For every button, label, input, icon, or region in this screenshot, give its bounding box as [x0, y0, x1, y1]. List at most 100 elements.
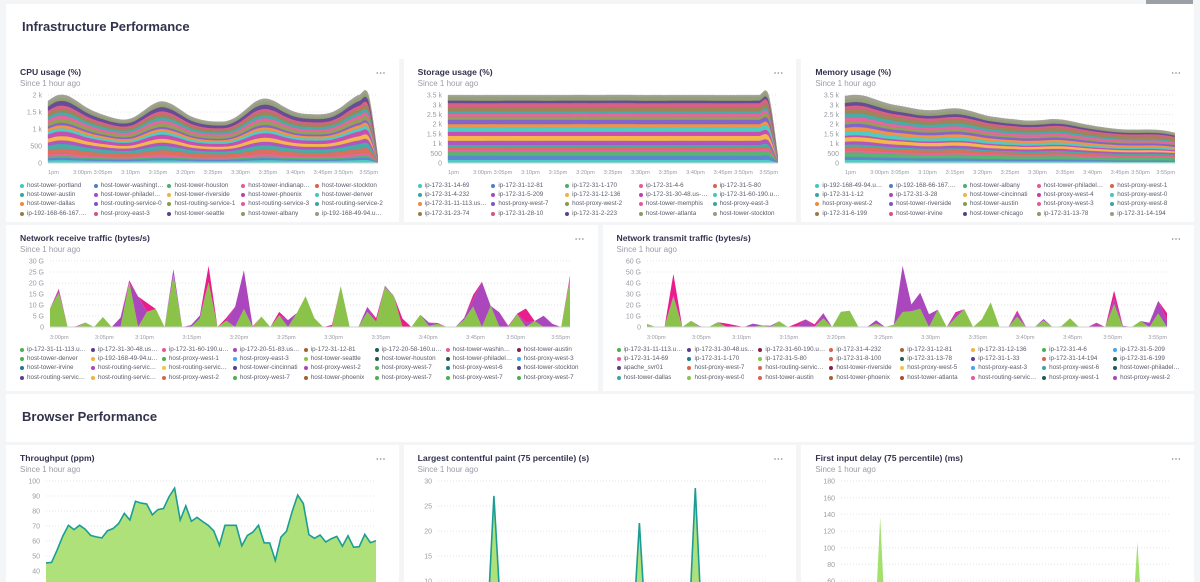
svg-text:180: 180	[824, 479, 836, 486]
svg-text:2.5 k: 2.5 k	[824, 112, 840, 119]
svg-text:3:05pm: 3:05pm	[94, 170, 113, 176]
svg-text:2 k: 2 k	[432, 122, 442, 129]
svg-text:3:50pm: 3:50pm	[334, 170, 353, 176]
svg-text:3:40pm: 3:40pm	[686, 170, 705, 176]
svg-text:80: 80	[32, 509, 40, 516]
svg-text:3:00pm: 3:00pm	[73, 170, 92, 176]
svg-text:3:55pm: 3:55pm	[551, 335, 570, 341]
svg-text:3:30pm: 3:30pm	[324, 335, 343, 341]
svg-text:80: 80	[828, 562, 836, 569]
svg-text:30 G: 30 G	[29, 259, 44, 266]
svg-text:60: 60	[828, 579, 836, 582]
svg-text:3:45pm: 3:45pm	[713, 170, 732, 176]
svg-text:90: 90	[32, 494, 40, 501]
svg-text:30 G: 30 G	[625, 292, 640, 299]
svg-text:100: 100	[824, 545, 836, 552]
svg-text:3:50pm: 3:50pm	[1103, 335, 1122, 341]
svg-text:3:25pm: 3:25pm	[874, 335, 893, 341]
svg-text:3:15pm: 3:15pm	[779, 335, 798, 341]
svg-text:1 k: 1 k	[432, 141, 442, 148]
svg-text:3:35pm: 3:35pm	[372, 335, 391, 341]
svg-text:3:45pm: 3:45pm	[466, 335, 485, 341]
svg-text:10: 10	[424, 579, 432, 582]
svg-text:3:10pm: 3:10pm	[919, 170, 938, 176]
svg-text:3:15pm: 3:15pm	[182, 335, 201, 341]
svg-text:3:25pm: 3:25pm	[603, 170, 622, 176]
svg-text:3:35pm: 3:35pm	[968, 335, 987, 341]
svg-text:3:50pm: 3:50pm	[734, 170, 753, 176]
svg-text:1.5 k: 1.5 k	[27, 110, 43, 117]
svg-text:3:15pm: 3:15pm	[149, 170, 168, 176]
svg-text:1.5 k: 1.5 k	[824, 132, 840, 139]
svg-text:3:05pm: 3:05pm	[95, 335, 114, 341]
svg-text:3:40pm: 3:40pm	[286, 170, 305, 176]
svg-text:160: 160	[824, 495, 836, 502]
svg-text:3:20pm: 3:20pm	[974, 170, 993, 176]
svg-text:3:25pm: 3:25pm	[1001, 170, 1020, 176]
svg-text:500: 500	[430, 151, 442, 158]
svg-text:3:00pm: 3:00pm	[50, 335, 69, 341]
svg-text:3:40pm: 3:40pm	[1015, 335, 1034, 341]
svg-text:3:25pm: 3:25pm	[204, 170, 223, 176]
svg-text:3:15pm: 3:15pm	[946, 170, 965, 176]
svg-text:20 G: 20 G	[625, 303, 640, 310]
svg-text:0: 0	[38, 161, 42, 168]
svg-text:3:00pm: 3:00pm	[647, 335, 666, 341]
svg-text:3:45pm: 3:45pm	[1063, 335, 1082, 341]
svg-text:0: 0	[40, 325, 44, 332]
svg-text:3:40pm: 3:40pm	[1084, 170, 1103, 176]
svg-text:2 k: 2 k	[33, 93, 43, 100]
svg-text:3:30pm: 3:30pm	[631, 170, 650, 176]
svg-text:3:55pm: 3:55pm	[1157, 170, 1176, 176]
svg-text:10 G: 10 G	[29, 303, 44, 310]
svg-text:3:10pm: 3:10pm	[121, 170, 140, 176]
svg-text:3:30pm: 3:30pm	[1029, 170, 1048, 176]
svg-text:15 G: 15 G	[29, 292, 44, 299]
svg-text:3:20pm: 3:20pm	[826, 335, 845, 341]
svg-text:3:00pm: 3:00pm	[871, 170, 890, 176]
svg-text:1 k: 1 k	[33, 127, 43, 134]
svg-text:20: 20	[424, 529, 432, 536]
svg-text:3:30pm: 3:30pm	[231, 170, 250, 176]
svg-text:500: 500	[30, 144, 42, 151]
svg-text:140: 140	[824, 512, 836, 519]
svg-text:0: 0	[835, 161, 839, 168]
svg-text:10 G: 10 G	[625, 314, 640, 321]
svg-text:3:00pm: 3:00pm	[473, 170, 492, 176]
svg-text:25: 25	[424, 504, 432, 511]
svg-text:60 G: 60 G	[625, 259, 640, 266]
svg-text:15: 15	[424, 554, 432, 561]
svg-text:500: 500	[828, 151, 840, 158]
svg-text:1 k: 1 k	[830, 141, 840, 148]
svg-text:30: 30	[424, 479, 432, 486]
svg-text:60: 60	[32, 539, 40, 546]
svg-text:70: 70	[32, 524, 40, 531]
svg-text:3.5 k: 3.5 k	[824, 93, 840, 100]
svg-text:3:45pm: 3:45pm	[1111, 170, 1130, 176]
svg-text:3 k: 3 k	[432, 102, 442, 109]
svg-text:3:45pm: 3:45pm	[314, 170, 333, 176]
svg-text:3:35pm: 3:35pm	[1056, 170, 1075, 176]
svg-text:1pm: 1pm	[845, 170, 856, 176]
svg-text:3:50pm: 3:50pm	[506, 335, 525, 341]
svg-text:3:10pm: 3:10pm	[521, 170, 540, 176]
svg-text:3:15pm: 3:15pm	[548, 170, 567, 176]
svg-text:3:35pm: 3:35pm	[658, 170, 677, 176]
svg-text:1pm: 1pm	[48, 170, 59, 176]
svg-text:1pm: 1pm	[448, 170, 459, 176]
svg-text:1.5 k: 1.5 k	[426, 132, 442, 139]
svg-text:3:10pm: 3:10pm	[135, 335, 154, 341]
svg-text:40: 40	[32, 569, 40, 576]
svg-text:3:05pm: 3:05pm	[891, 170, 910, 176]
svg-text:0: 0	[637, 325, 641, 332]
svg-text:3:05pm: 3:05pm	[493, 170, 512, 176]
svg-text:3:55pm: 3:55pm	[1148, 335, 1167, 341]
svg-text:3:30pm: 3:30pm	[921, 335, 940, 341]
svg-text:3:55pm: 3:55pm	[359, 170, 378, 176]
svg-text:50: 50	[32, 554, 40, 561]
svg-text:0: 0	[438, 161, 442, 168]
svg-text:3:35pm: 3:35pm	[259, 170, 278, 176]
svg-text:3:20pm: 3:20pm	[230, 335, 249, 341]
svg-text:3:55pm: 3:55pm	[759, 170, 778, 176]
svg-text:20 G: 20 G	[29, 281, 44, 288]
